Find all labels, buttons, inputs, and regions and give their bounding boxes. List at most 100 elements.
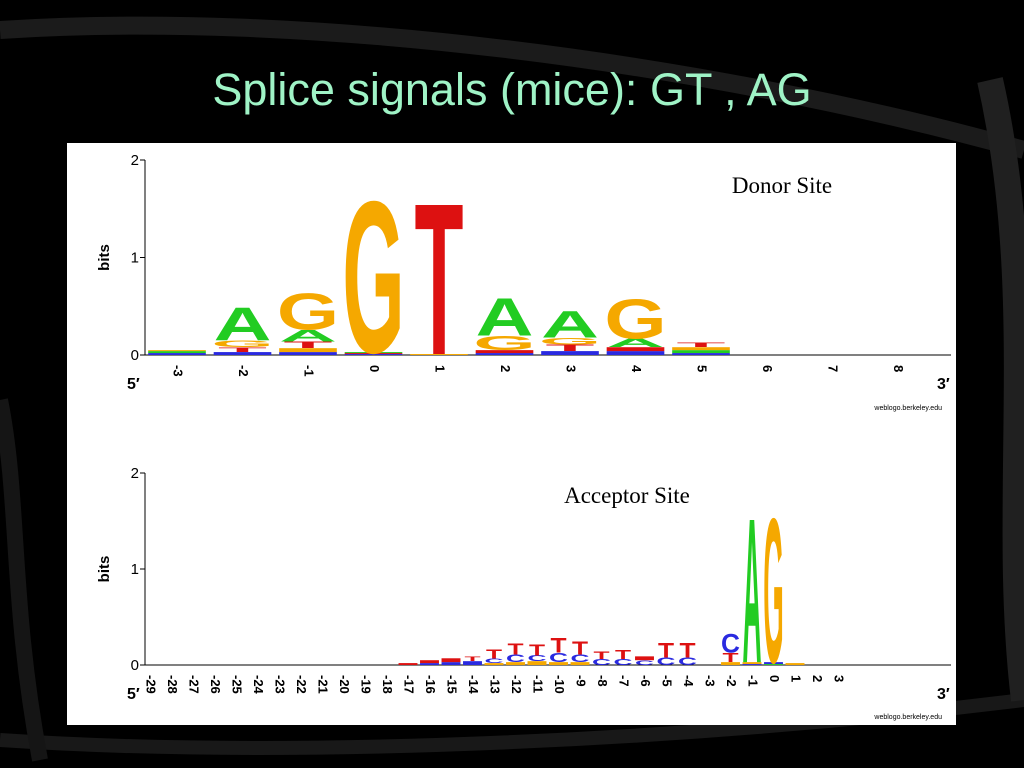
position-label: -5	[660, 675, 675, 687]
position-label: -6	[638, 675, 653, 687]
five-prime-label: 5′	[127, 376, 140, 393]
letter-a	[148, 351, 206, 354]
letter-t: T	[615, 648, 631, 663]
letter-c	[606, 351, 665, 355]
position-label: -17	[402, 675, 417, 694]
letter-c: C	[657, 656, 676, 668]
letter-g	[410, 354, 468, 355]
site-title: Acceptor Site	[564, 483, 690, 508]
letter-c: C	[528, 654, 547, 663]
letter-g: G	[342, 156, 404, 399]
letter-t	[475, 350, 534, 354]
position-label: -1	[746, 675, 761, 687]
slide-title: Splice signals (mice): GT , AG	[212, 64, 812, 115]
letter-c: C	[721, 628, 740, 658]
letter-c: C	[571, 653, 590, 665]
letter-t: T	[486, 647, 502, 662]
letter-g: G	[277, 284, 339, 341]
letter-c: C	[635, 659, 654, 666]
letter-t: T	[677, 341, 726, 349]
position-label: -28	[165, 675, 180, 694]
letter-g: G	[211, 339, 273, 350]
letter-g: G	[539, 336, 601, 347]
letter-a: A	[279, 327, 337, 345]
letter-t: T	[679, 639, 695, 663]
letter-g: G	[604, 287, 666, 351]
position-label: 2	[810, 675, 825, 682]
position-label: 1	[789, 675, 804, 682]
letter-t	[344, 353, 403, 355]
letter-g: G	[473, 332, 535, 355]
letter-t: T	[284, 340, 333, 351]
position-label: -22	[294, 675, 309, 694]
letter-c	[420, 663, 439, 665]
letter-t	[441, 658, 461, 663]
position-label: -3	[171, 365, 186, 377]
logo-figure: 0 1 2 bits Donor Site 5′ 3′ weblogo.berkeley.ed…	[67, 143, 956, 725]
letter-g	[721, 662, 740, 665]
letter-c: C	[614, 658, 633, 667]
letter-c	[148, 353, 206, 355]
position-label: 0	[367, 365, 382, 372]
letter-t: T	[507, 640, 524, 658]
letter-a: A	[214, 297, 272, 350]
position-label: 6	[760, 365, 775, 372]
position-label: -8	[595, 675, 610, 687]
y-tick-label: 0	[131, 347, 139, 364]
position-label: -7	[617, 675, 632, 687]
letter-c: C	[678, 656, 697, 668]
position-label: -25	[230, 675, 245, 694]
letter-g	[742, 662, 762, 665]
position-label: -4	[681, 675, 696, 687]
letter-c: C	[549, 651, 568, 666]
position-label: -29	[144, 675, 159, 694]
position-label: -9	[574, 675, 589, 687]
position-label: -16	[423, 675, 438, 694]
letter-g	[549, 662, 568, 665]
letter-g	[148, 350, 206, 352]
letter-c	[441, 662, 461, 665]
position-label: -2	[236, 365, 251, 377]
position-label: -23	[273, 675, 288, 694]
letter-a: A	[476, 287, 534, 347]
letter-t: T	[658, 639, 674, 663]
position-label: -20	[337, 675, 352, 694]
letter-t: T	[722, 651, 738, 666]
letter-g	[506, 662, 525, 665]
letter-t: T	[464, 656, 480, 663]
position-label: -24	[251, 675, 266, 695]
credit-label: weblogo.berkeley.edu	[873, 714, 942, 721]
letter-g	[527, 661, 547, 665]
letter-c: C	[506, 653, 525, 665]
letter-t: T	[572, 637, 588, 658]
y-tick-label: 1	[131, 250, 139, 267]
position-label: 0	[767, 675, 782, 682]
letter-c	[764, 662, 783, 665]
position-label: -11	[531, 675, 546, 693]
y-tick-label: 2	[131, 465, 139, 482]
position-label: -13	[488, 675, 503, 694]
letter-t: T	[546, 343, 595, 354]
position-label: -15	[445, 675, 460, 694]
letter-c: C	[485, 658, 504, 665]
position-label: -14	[466, 675, 481, 695]
position-label: 7	[826, 365, 841, 372]
position-label: -1	[302, 365, 317, 377]
letter-g: G	[763, 477, 783, 707]
position-label: 5	[695, 365, 710, 372]
position-label: 8	[891, 365, 906, 372]
letter-c	[475, 353, 534, 355]
letter-a: A	[607, 336, 665, 350]
letter-a	[344, 352, 403, 354]
position-label: -3	[703, 675, 718, 687]
letter-t: T	[415, 158, 464, 401]
position-label: -10	[552, 675, 567, 694]
letter-c	[463, 661, 482, 665]
letter-g	[785, 663, 805, 665]
letter-c	[344, 354, 403, 355]
three-prime-label: 3′	[937, 686, 950, 703]
letter-g	[672, 347, 730, 351]
position-label: 4	[629, 365, 644, 373]
position-label: 2	[498, 365, 513, 372]
letter-t: T	[529, 641, 546, 659]
